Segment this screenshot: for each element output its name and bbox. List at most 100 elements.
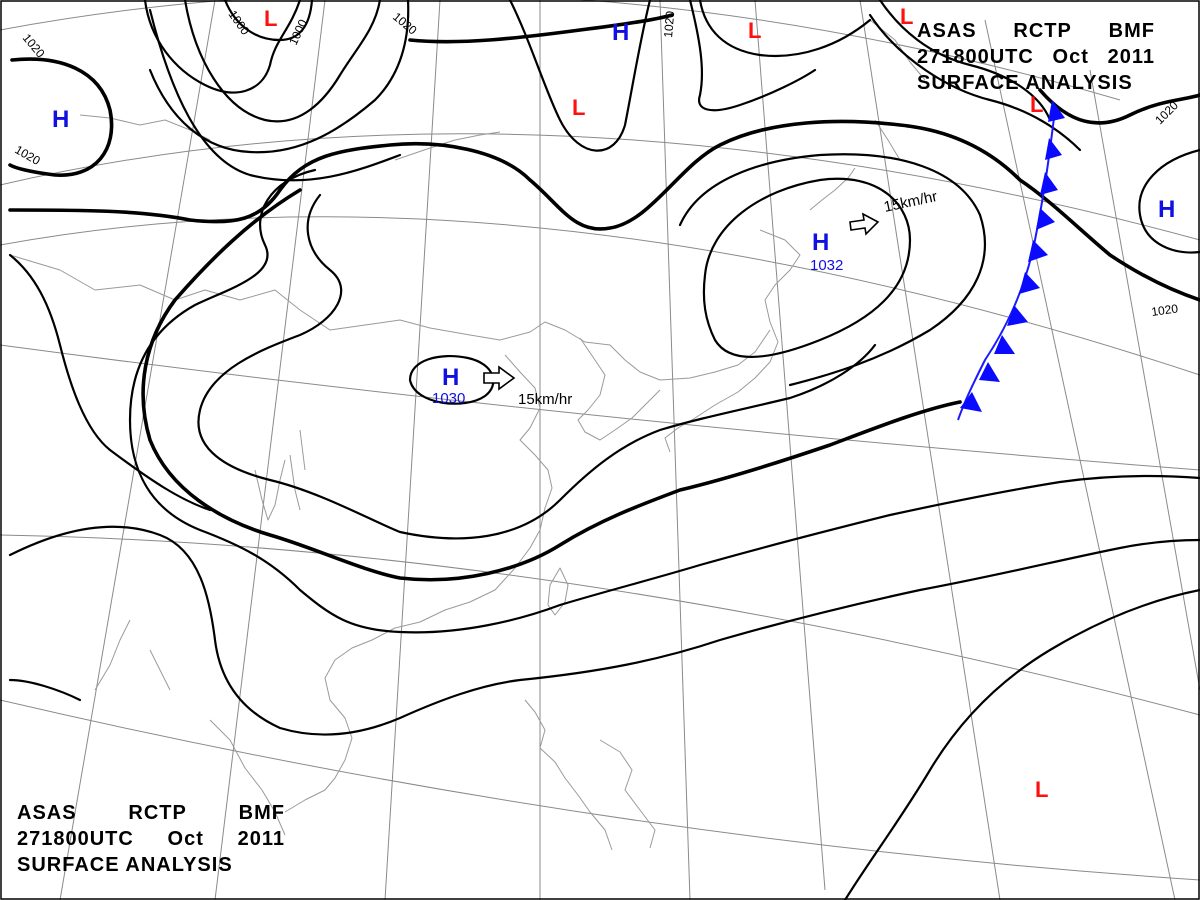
motion-arrows (483, 212, 880, 391)
isobar-label: 1020 (661, 10, 677, 38)
movement-speed: 15km/hr (518, 391, 572, 408)
coastline (209, 719, 286, 836)
isobar-north-d (508, 0, 652, 152)
analysis-type: SURFACE ANALYSIS (17, 854, 233, 876)
isobar-north-h (878, 0, 1052, 122)
front-triangle (1048, 100, 1065, 122)
isobar-label: 1020 (13, 142, 43, 168)
front-triangle (1036, 208, 1055, 230)
isobar-1020-main-band (8, 119, 1200, 302)
valid-year: 2011 (237, 828, 285, 850)
longitude-line (384, 0, 441, 900)
front-triangle (1019, 272, 1040, 294)
isobar-asia-inner (197, 193, 877, 540)
movement-speed: 15km/hr (882, 188, 939, 216)
isobar-1020-asia-loop (141, 188, 962, 582)
header-row-time: 271800UTC Oct 2011 (917, 44, 1155, 70)
longitude-line (214, 0, 326, 900)
isobar-1020-north-left (8, 57, 114, 177)
analysis-type: SURFACE ANALYSIS (917, 72, 1133, 94)
front-triangle (979, 362, 1000, 382)
low-pressure-center: L (748, 18, 761, 43)
longitude-line (59, 0, 216, 900)
motion-arrow-1030 (483, 365, 516, 391)
low-pressure-center: L (264, 6, 277, 31)
front-triangle (1045, 138, 1062, 160)
coastline (599, 739, 656, 849)
coastline (284, 354, 553, 813)
cold-front-line (957, 109, 1056, 421)
low-pressure-center: L (1030, 92, 1043, 117)
header-row-type: SURFACE ANALYSIS (917, 70, 1155, 96)
office-code: BMF (1108, 20, 1155, 42)
high-pressure-center: H (442, 364, 459, 391)
isobar-label: 1020 (390, 10, 420, 38)
header-row-type: SURFACE ANALYSIS (17, 852, 285, 878)
valid-time: 271800UTC (917, 46, 1034, 68)
latitude-line (0, 534, 1200, 716)
high-pressure-center: H (1158, 196, 1175, 223)
cold-front (957, 100, 1065, 421)
isobar-label: 1020 (1152, 98, 1181, 127)
valid-time: 271800UTC (17, 828, 134, 850)
isobar-north-g (698, 0, 872, 57)
isobar-1000 (223, 0, 314, 42)
agency-code: ASAS (17, 802, 77, 824)
isobar-north-c (148, 0, 410, 154)
agency-code: ASAS (917, 20, 977, 42)
low-pressure-center: L (900, 4, 913, 29)
longitude-line (754, 0, 826, 891)
coastline (254, 429, 306, 521)
isobar-north-a (143, 0, 302, 94)
low-pressure-center: L (572, 95, 585, 120)
pressure-centers: H 1030 15km/hr H 1032 15km/hr H H H L L … (52, 4, 1175, 802)
latitude-line (0, 699, 1200, 881)
isobar-south-2 (8, 678, 82, 702)
isobar-label: 1020 (1150, 301, 1179, 319)
coastline (547, 567, 569, 616)
coastline (9, 254, 771, 381)
valid-month: Oct (1052, 46, 1089, 68)
isobar-far-west (8, 253, 212, 512)
isobar-north-e (148, 8, 402, 182)
isobar-north-f (688, 0, 817, 112)
isobar-label: 1020 (20, 31, 48, 61)
latitude-line (0, 216, 1200, 376)
pressure-value: 1032 (810, 257, 843, 274)
valid-year: 2011 (1107, 46, 1155, 68)
header-row-time: 271800UTC Oct 2011 (17, 826, 285, 852)
longitude-line (859, 0, 1001, 900)
isobar-1032-ring (702, 177, 912, 358)
motion-arrow-1032 (849, 212, 880, 236)
valid-month: Oct (167, 828, 204, 850)
isobar-1020-north-center (408, 13, 674, 44)
isobar-north-i (868, 13, 1082, 152)
header-row-agency: ASAS RCTP BMF (17, 800, 285, 826)
isobars (8, 0, 1200, 900)
high-pressure-center: H (52, 106, 69, 133)
isobar-japan-outer (678, 153, 987, 387)
office-code: BMF (238, 802, 285, 824)
chart-header-top: ASAS RCTP BMF 271800UTC Oct 2011 SURFACE… (917, 18, 1155, 96)
front-triangle (960, 392, 982, 412)
low-pressure-center: L (1035, 777, 1048, 802)
front-triangle (1040, 172, 1058, 195)
isobar-east-high (1138, 148, 1200, 254)
station-code: RCTP (1013, 20, 1072, 42)
latitude-line (0, 344, 1200, 471)
coastline (577, 337, 661, 441)
station-code: RCTP (128, 802, 187, 824)
isobar-south-1 (8, 525, 1200, 736)
isobar-south-east (843, 588, 1200, 900)
front-triangle (1028, 240, 1048, 262)
isobar-asia-outer (128, 168, 1200, 634)
coastline (394, 131, 501, 161)
high-pressure-center: H (612, 19, 629, 46)
longitude-line (1089, 69, 1200, 691)
longitude-line (659, 0, 691, 900)
isobar-label: 1000 (226, 8, 253, 38)
front-triangle (994, 335, 1015, 354)
isobar-north-b (183, 0, 382, 123)
